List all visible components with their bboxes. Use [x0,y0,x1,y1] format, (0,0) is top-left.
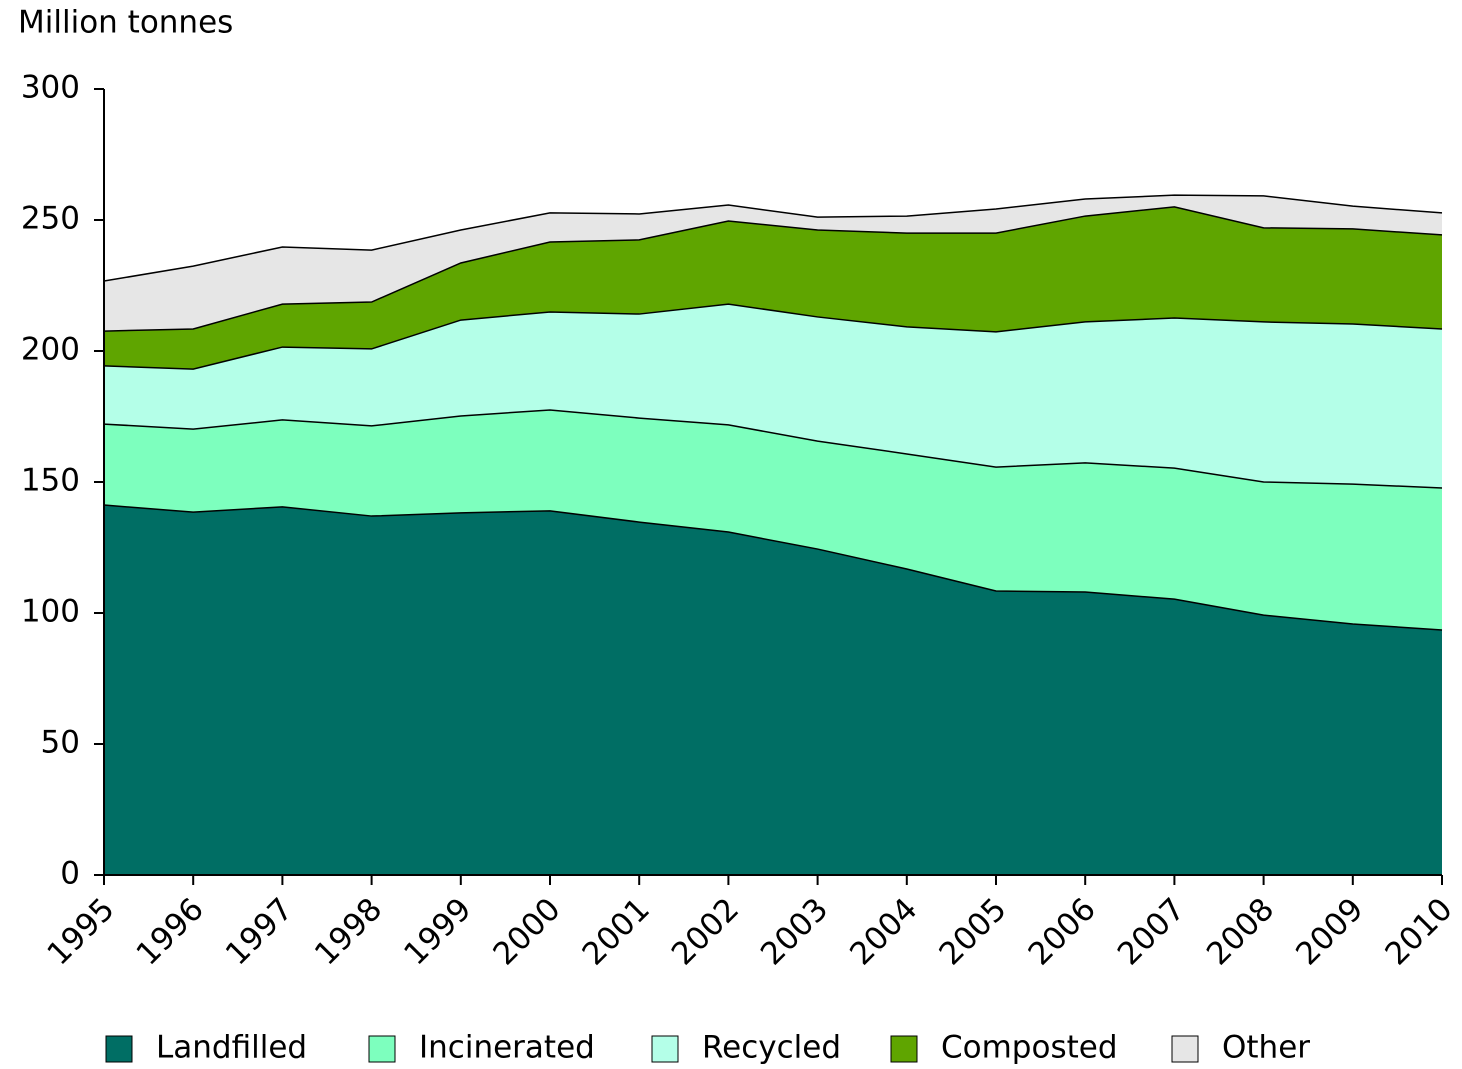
legend-label: Recycled [702,1030,841,1066]
x-tick-label: 2008 [1200,891,1281,972]
y-tick-label: 50 [41,725,80,761]
area [104,409,1442,631]
y-tick-label: 0 [60,856,80,892]
x-tick-label: 2003 [754,891,835,972]
x-tick-label: 2006 [1022,891,1103,972]
area-outline [103,409,1443,489]
legend-swatch [651,1035,679,1063]
x-tick-label: 2007 [1111,891,1192,972]
area [104,195,1442,332]
y-tick-label: 150 [21,463,80,499]
x-tick-label: 2000 [486,891,567,972]
x-tick-label: 1997 [219,891,300,972]
x-tick-label: 2009 [1289,891,1370,972]
x-tick-label: 1998 [308,891,389,972]
area-outline [103,206,1443,332]
x-tick-label: 2002 [665,891,746,972]
y-tick-label: 100 [21,594,80,630]
area-outline [103,303,1443,370]
x-tick-label: 2005 [932,891,1013,972]
legend-label: Composted [941,1030,1118,1066]
area-outline [103,194,1443,282]
legend-label: Landfilled [156,1030,307,1066]
y-axis-title: Million tonnes [18,5,233,41]
legend-label: Other [1222,1030,1310,1066]
x-tick-label: 1995 [40,891,121,972]
legend-swatch [105,1035,133,1063]
area [104,206,1442,370]
y-tick-label: 250 [21,201,80,237]
x-tick-label: 2010 [1378,891,1459,972]
area [104,304,1442,489]
y-tick-label: 300 [21,70,80,106]
y-tick-label: 200 [21,332,80,368]
legend-swatch [1171,1035,1199,1063]
legend-swatch [368,1035,396,1063]
x-tick-label: 2004 [843,891,924,972]
legend-swatch [890,1035,918,1063]
area [104,505,1442,875]
x-tick-label: 1996 [130,891,211,972]
legend-label: Incinerated [419,1030,595,1066]
area-outline [103,504,1443,631]
x-tick-label: 2001 [576,891,657,972]
x-tick-label: 1999 [397,891,478,972]
